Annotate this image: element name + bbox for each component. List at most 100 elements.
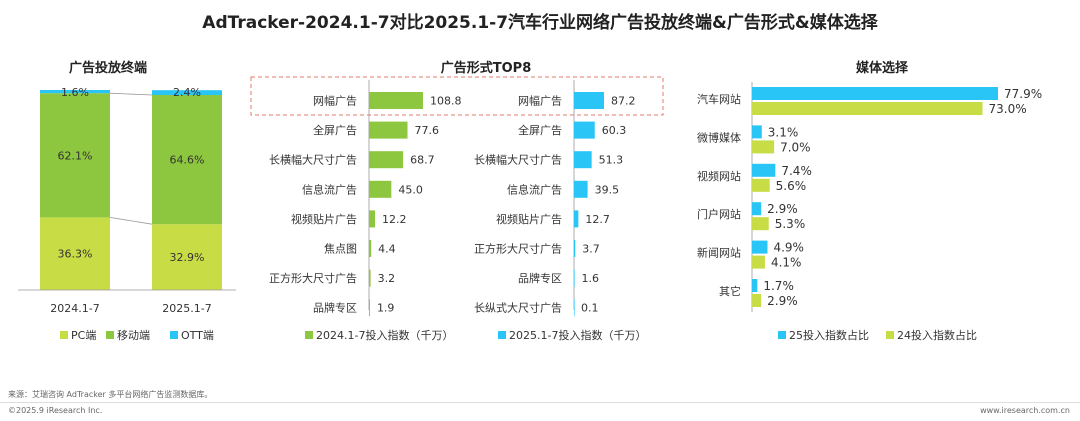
data-label: 7.4% bbox=[781, 164, 812, 178]
data-label: 5.3% bbox=[775, 217, 806, 231]
bar bbox=[752, 202, 762, 216]
data-label: 2.9% bbox=[767, 294, 798, 308]
data-label: 4.4 bbox=[378, 243, 396, 256]
data-label: 87.2 bbox=[611, 95, 636, 108]
legend-label: OTT端 bbox=[181, 329, 214, 342]
bar bbox=[574, 210, 579, 228]
bar-segment bbox=[152, 224, 222, 290]
bar bbox=[752, 125, 762, 139]
data-label: 73.0% bbox=[989, 102, 1027, 116]
page-title: AdTracker-2024.1-7对比2025.1-7汽车行业网络广告投放终端… bbox=[202, 13, 878, 33]
y-tick-label: 网幅广告 bbox=[518, 95, 562, 108]
legend-label: 2025.1-7投入指数（千万） bbox=[509, 328, 646, 342]
x-tick-label: 2025.1-7 bbox=[162, 302, 211, 315]
data-label: 1.6 bbox=[582, 272, 600, 285]
bar bbox=[574, 151, 592, 169]
bar bbox=[752, 140, 775, 154]
data-label: 45.0 bbox=[398, 183, 423, 196]
data-label: 36.3% bbox=[58, 248, 93, 261]
y-tick-label: 信息流广告 bbox=[302, 182, 357, 196]
data-label: 0.1 bbox=[581, 302, 599, 315]
data-label: 32.9% bbox=[170, 251, 205, 264]
bar bbox=[752, 102, 983, 115]
legend-swatch bbox=[60, 331, 68, 339]
data-label: 3.1% bbox=[768, 125, 799, 139]
bar bbox=[752, 255, 765, 269]
data-label: 68.7 bbox=[410, 154, 435, 167]
bar-segment bbox=[152, 95, 222, 225]
y-tick-label: 长横幅大尺寸广告 bbox=[474, 153, 562, 167]
footer-source: 来源：艾瑞咨询 AdTracker 多平台网络广告监测数据库。 bbox=[8, 390, 213, 399]
y-tick-label: 其它 bbox=[719, 284, 741, 298]
x-tick-label: 2024.1-7 bbox=[50, 302, 99, 315]
highlight-box bbox=[250, 76, 664, 116]
bar bbox=[574, 240, 576, 257]
y-tick-label: 微博媒体 bbox=[697, 130, 741, 144]
bar-segment bbox=[40, 217, 110, 290]
y-tick-label: 长纵式大尺寸广告 bbox=[474, 301, 562, 315]
data-label: 108.8 bbox=[430, 95, 462, 108]
legend-swatch bbox=[886, 331, 894, 339]
footer-divider bbox=[0, 402, 1080, 403]
legend-swatch bbox=[778, 331, 786, 339]
y-tick-label: 焦点图 bbox=[324, 243, 357, 256]
bar bbox=[369, 121, 408, 139]
y-tick-label: 信息流广告 bbox=[507, 182, 562, 196]
bar bbox=[752, 279, 758, 292]
y-tick-label: 视频网站 bbox=[697, 169, 741, 183]
connector-line bbox=[109, 217, 153, 225]
y-tick-label: 长横幅大尺寸广告 bbox=[269, 153, 357, 167]
legend-label: 24投入指数占比 bbox=[897, 328, 977, 342]
bar bbox=[369, 240, 372, 257]
y-tick-label: 汽车网站 bbox=[697, 92, 741, 106]
data-label: 12.7 bbox=[585, 213, 610, 226]
y-tick-label: 新闻网站 bbox=[697, 246, 741, 260]
y-tick-label: 视频贴片广告 bbox=[496, 212, 562, 226]
y-tick-label: 正方形大尺寸广告 bbox=[269, 271, 357, 285]
bar bbox=[574, 269, 575, 287]
bar bbox=[369, 269, 371, 287]
data-label: 39.5 bbox=[595, 183, 620, 196]
bar-segment bbox=[152, 90, 222, 95]
chart-title: 广告投放终端 bbox=[69, 60, 147, 76]
bar bbox=[574, 180, 588, 198]
data-label: 7.0% bbox=[780, 140, 811, 154]
bar bbox=[752, 163, 776, 177]
bar bbox=[574, 299, 575, 317]
data-label: 60.3 bbox=[602, 124, 627, 137]
y-tick-label: 视频贴片广告 bbox=[291, 212, 357, 226]
y-tick-label: 品牌专区 bbox=[518, 271, 562, 285]
y-tick-label: 全屏广告 bbox=[518, 123, 562, 137]
data-label: 77.6 bbox=[415, 124, 440, 137]
footer-copyright: ©2025.9 iResearch Inc. bbox=[8, 406, 103, 415]
legend-swatch bbox=[305, 331, 313, 339]
bar bbox=[752, 87, 998, 100]
data-label: 1.6% bbox=[61, 86, 89, 99]
data-label: 5.6% bbox=[776, 179, 807, 193]
data-label: 77.9% bbox=[1004, 87, 1042, 101]
bar bbox=[369, 299, 370, 317]
data-label: 3.2 bbox=[378, 272, 396, 285]
bar bbox=[752, 178, 770, 192]
data-label: 1.9 bbox=[377, 302, 395, 315]
bar bbox=[369, 92, 423, 109]
bar bbox=[752, 240, 768, 254]
bar-segment bbox=[40, 90, 110, 94]
y-tick-label: 全屏广告 bbox=[313, 123, 357, 137]
bar bbox=[752, 294, 762, 307]
data-label: 4.9% bbox=[773, 241, 804, 255]
bar bbox=[369, 210, 376, 228]
y-tick-label: 正方形大尺寸广告 bbox=[474, 242, 562, 256]
legend-swatch bbox=[170, 331, 178, 339]
y-tick-label: 网幅广告 bbox=[313, 95, 357, 108]
data-label: 1.7% bbox=[763, 279, 794, 293]
bar bbox=[369, 151, 404, 169]
y-tick-label: 门户网站 bbox=[697, 207, 741, 221]
legend-label: PC端 bbox=[71, 329, 96, 342]
data-label: 2.9% bbox=[767, 202, 798, 216]
legend-label: 2024.1-7投入指数（千万） bbox=[316, 328, 453, 342]
legend-label: 25投入指数占比 bbox=[789, 328, 869, 342]
data-label: 12.2 bbox=[382, 213, 407, 226]
legend-label: 移动端 bbox=[117, 329, 150, 342]
